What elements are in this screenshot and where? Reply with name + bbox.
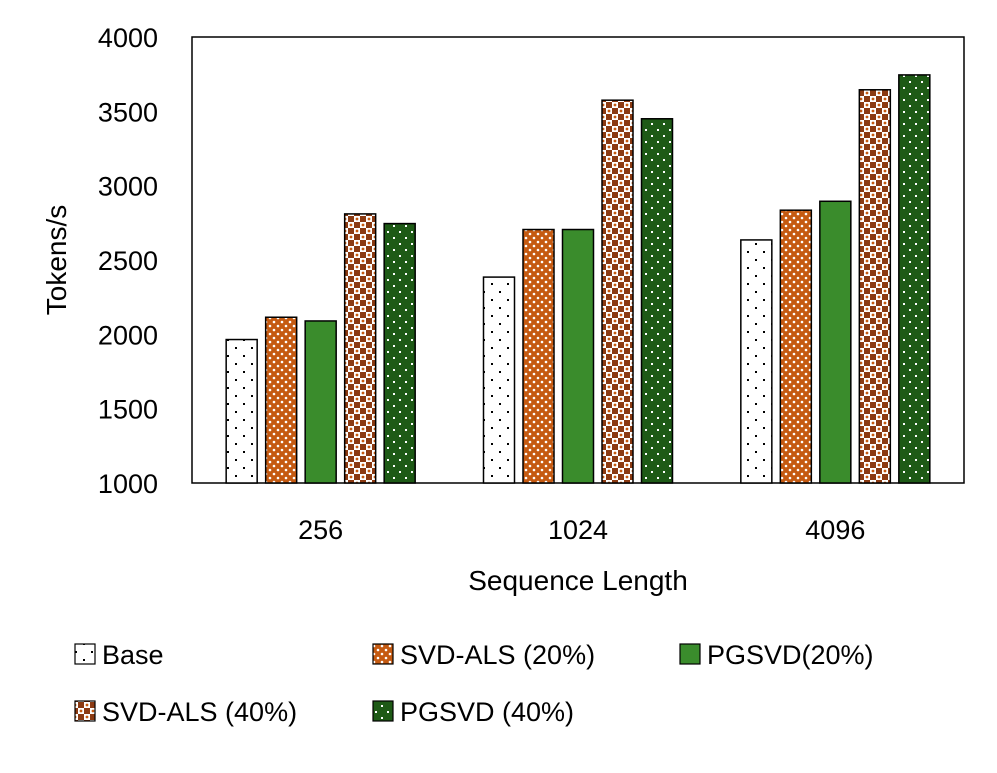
bar-svd-als-20-4096 <box>779 209 813 484</box>
legend-swatch <box>372 700 394 722</box>
bar-base-4096 <box>740 239 773 484</box>
y-tick-label: 3500 <box>98 97 158 127</box>
bar-svd-als-20-256 <box>264 316 298 484</box>
bar-pgsvd-20-4096 <box>819 200 852 484</box>
y-tick-label: 2000 <box>98 320 158 350</box>
x-tick-label: 1024 <box>548 515 608 545</box>
legend-swatch <box>74 643 96 665</box>
legend-label: SVD-ALS (20%) <box>400 640 595 670</box>
legend-label: Base <box>102 640 164 670</box>
y-tick-label: 2500 <box>98 246 158 276</box>
bar-pgsvd-20-256 <box>304 320 337 484</box>
y-axis-title: Tokens/s <box>41 205 72 316</box>
x-tick-label: 256 <box>298 515 343 545</box>
legend-swatch <box>74 700 96 722</box>
x-axis-title: Sequence Length <box>468 565 688 596</box>
bar-svd-als-40-4096 <box>858 89 892 484</box>
bar-svd-als-40-1024 <box>601 99 634 484</box>
x-tick-label: 4096 <box>805 515 865 545</box>
y-tick-label: 1000 <box>98 469 158 499</box>
bar-base-1024 <box>482 276 516 484</box>
legend-swatch <box>679 643 701 665</box>
y-tick-label: 3000 <box>98 172 158 202</box>
bar-pgsvd-40-1024 <box>640 118 674 484</box>
bar-pgsvd-40-256 <box>383 222 416 484</box>
bar-pgsvd-20-1024 <box>561 228 595 484</box>
y-tick-label: 1500 <box>98 395 158 425</box>
legend-label: SVD-ALS (40%) <box>102 697 297 727</box>
legend-label: PGSVD(20%) <box>707 640 874 670</box>
legend-swatch <box>372 643 394 665</box>
legend: Base SVD-ALS (20%) PGSVD(20%) SVD-ALS (40%)… <box>74 640 874 727</box>
y-tick-label: 4000 <box>98 23 158 53</box>
legend-label: PGSVD (40%) <box>400 697 574 727</box>
bar-svd-als-40-256 <box>343 213 377 484</box>
bar-pgsvd-40-4096 <box>898 74 931 484</box>
bar-base-256 <box>225 338 258 484</box>
bar-svd-als-20-1024 <box>522 228 555 484</box>
